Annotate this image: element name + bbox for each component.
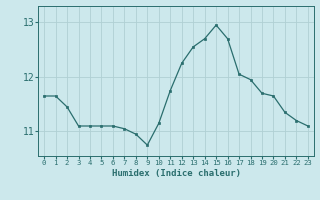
X-axis label: Humidex (Indice chaleur): Humidex (Indice chaleur) <box>111 169 241 178</box>
